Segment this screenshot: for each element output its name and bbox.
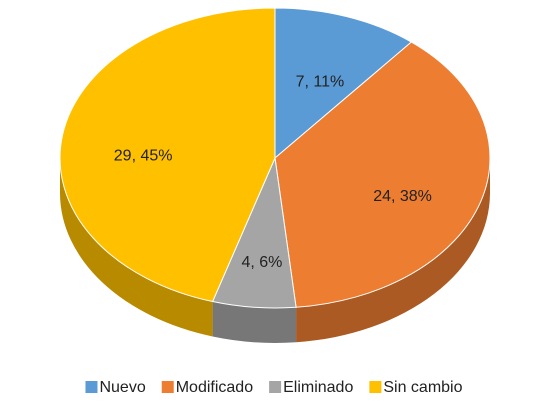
pie-slice (59, 7, 276, 303)
pie-slice (274, 41, 491, 308)
legend-swatch (161, 381, 174, 393)
legend-swatch (85, 381, 98, 393)
legend-swatch (269, 381, 282, 393)
data-label: 29, 45% (114, 148, 173, 165)
data-label: 24, 38% (373, 188, 432, 205)
legend-swatch (369, 381, 382, 393)
data-label: 7, 11% (296, 74, 345, 91)
legend-label: Modificado (176, 379, 253, 396)
legend-label: Sin cambio (383, 379, 462, 396)
pie-side (212, 301, 297, 343)
data-label: 4, 6% (241, 254, 282, 271)
pie-side (296, 158, 490, 343)
pie-slice (274, 7, 413, 160)
pie-side (60, 158, 213, 337)
legend-label: Nuevo (99, 379, 145, 396)
legend-label: Eliminado (283, 379, 353, 396)
